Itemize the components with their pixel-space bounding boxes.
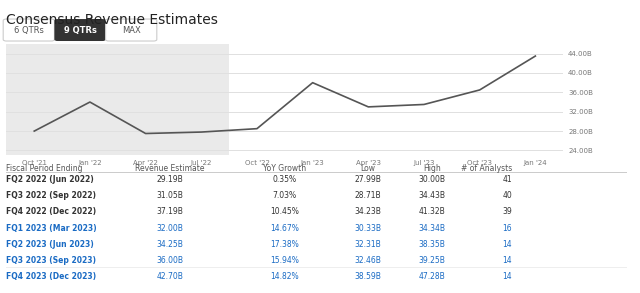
Text: 32.31B: 32.31B — [355, 240, 381, 249]
Text: 17.38%: 17.38% — [271, 240, 299, 249]
Text: Low: Low — [360, 164, 376, 173]
Bar — [6, 44, 229, 155]
Text: 34.23B: 34.23B — [355, 207, 381, 217]
Text: 29.19B: 29.19B — [156, 175, 183, 184]
Text: Consensus Revenue Estimates: Consensus Revenue Estimates — [6, 13, 218, 27]
Text: 37.19B: 37.19B — [156, 207, 183, 217]
Text: Revenue Estimate: Revenue Estimate — [135, 164, 204, 173]
Text: 41.32B: 41.32B — [419, 207, 445, 217]
Text: YoY Growth: YoY Growth — [263, 164, 307, 173]
Text: 14: 14 — [502, 256, 512, 265]
Text: 38.35B: 38.35B — [419, 240, 445, 249]
Text: 16: 16 — [502, 224, 512, 233]
Text: FQ2 2023 (Jun 2023): FQ2 2023 (Jun 2023) — [6, 240, 94, 249]
Text: 6 QTRs: 6 QTRs — [14, 25, 44, 35]
Text: 0.35%: 0.35% — [273, 175, 297, 184]
Text: 32.46B: 32.46B — [355, 256, 381, 265]
Text: 47.28B: 47.28B — [419, 272, 445, 281]
Text: 10.45%: 10.45% — [270, 207, 300, 217]
Text: FQ2 2022 (Jun 2022): FQ2 2022 (Jun 2022) — [6, 175, 94, 184]
Text: 7.03%: 7.03% — [273, 191, 297, 200]
Text: FQ3 2022 (Sep 2022): FQ3 2022 (Sep 2022) — [6, 191, 97, 200]
Text: 34.43B: 34.43B — [419, 191, 445, 200]
Text: 40: 40 — [502, 191, 512, 200]
Text: 34.25B: 34.25B — [156, 240, 183, 249]
Text: 14.82%: 14.82% — [271, 272, 299, 281]
Text: 27.99B: 27.99B — [355, 175, 381, 184]
Text: 32.00B: 32.00B — [156, 224, 183, 233]
Text: 34.34B: 34.34B — [419, 224, 445, 233]
Text: 14: 14 — [502, 272, 512, 281]
Text: 14.67%: 14.67% — [270, 224, 300, 233]
Text: 36.00B: 36.00B — [156, 256, 183, 265]
Text: MAX: MAX — [122, 25, 141, 35]
Text: Fiscal Period Ending: Fiscal Period Ending — [6, 164, 83, 173]
Text: FQ1 2023 (Mar 2023): FQ1 2023 (Mar 2023) — [6, 224, 97, 233]
Text: 39: 39 — [502, 207, 512, 217]
Text: 30.33B: 30.33B — [355, 224, 381, 233]
Text: 9 QTRs: 9 QTRs — [63, 25, 97, 35]
Text: FQ4 2023 (Dec 2023): FQ4 2023 (Dec 2023) — [6, 272, 97, 281]
Text: 28.71B: 28.71B — [355, 191, 381, 200]
Text: 14: 14 — [502, 240, 512, 249]
Text: 30.00B: 30.00B — [419, 175, 445, 184]
Text: 39.25B: 39.25B — [419, 256, 445, 265]
Text: 15.94%: 15.94% — [270, 256, 300, 265]
Text: 38.59B: 38.59B — [355, 272, 381, 281]
Text: 41: 41 — [502, 175, 512, 184]
Text: 31.05B: 31.05B — [156, 191, 183, 200]
Text: 42.70B: 42.70B — [156, 272, 183, 281]
Text: High: High — [423, 164, 441, 173]
Text: FQ4 2022 (Dec 2022): FQ4 2022 (Dec 2022) — [6, 207, 97, 217]
Text: # of Analysts: # of Analysts — [461, 164, 512, 173]
Text: FQ3 2023 (Sep 2023): FQ3 2023 (Sep 2023) — [6, 256, 97, 265]
